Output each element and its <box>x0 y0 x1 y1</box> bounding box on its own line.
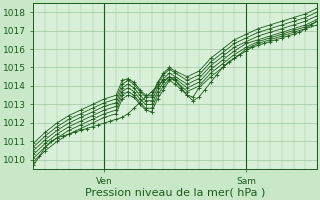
X-axis label: Pression niveau de la mer( hPa ): Pression niveau de la mer( hPa ) <box>85 187 266 197</box>
